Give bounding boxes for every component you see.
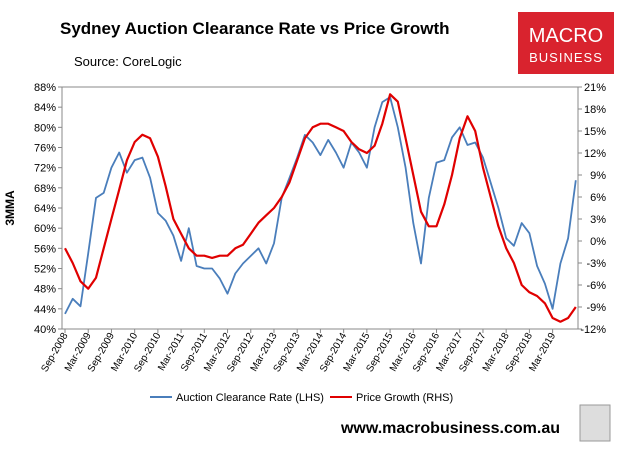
y-tick-label: 68% <box>34 183 56 195</box>
y2-tick-label: 21% <box>584 82 606 94</box>
legend-label: Auction Clearance Rate (LHS) <box>176 392 324 404</box>
y2-tick-label: 0% <box>590 236 606 248</box>
y2-tick-label: 15% <box>584 126 606 138</box>
footer: www.macrobusiness.com.au <box>340 420 560 437</box>
logo-box <box>518 12 614 74</box>
y-tick-label: 88% <box>34 82 56 94</box>
chart-title: Sydney Auction Clearance Rate vs Price G… <box>60 19 450 38</box>
y2-tick-label: 6% <box>590 192 606 204</box>
series-line <box>64 96 577 315</box>
logo-text: BUSINESS <box>529 50 603 65</box>
y-tick-label: 76% <box>34 143 56 155</box>
y-tick-label: 80% <box>34 122 56 134</box>
series-line <box>64 93 577 323</box>
y-tick-label: 72% <box>34 163 56 175</box>
y2-tick-label: 12% <box>584 148 606 160</box>
y2-tick-label: -9% <box>586 302 606 314</box>
y-tick-label: 84% <box>34 102 56 114</box>
y-axis-label: 3MMA <box>3 190 17 226</box>
y-tick-label: 44% <box>34 304 56 316</box>
wolf-icon <box>579 404 611 442</box>
y2-tick-label: 9% <box>590 170 606 182</box>
y-tick-label: 48% <box>34 284 56 296</box>
y-tick-label: 52% <box>34 264 56 276</box>
y-tick-label: 40% <box>34 324 56 336</box>
y-tick-label: 64% <box>34 203 56 215</box>
logo-text: MACRO <box>529 25 603 47</box>
y2-tick-label: -6% <box>586 280 606 292</box>
legend-label: Price Growth (RHS) <box>356 392 453 404</box>
y-tick-label: 56% <box>34 243 56 255</box>
y2-tick-label: 3% <box>590 214 606 226</box>
y2-tick-label: -3% <box>586 258 606 270</box>
y-tick-label: 60% <box>34 223 56 235</box>
chart-subtitle: Source: CoreLogic <box>74 54 182 69</box>
y2-tick-label: -12% <box>580 324 606 336</box>
y2-tick-label: 18% <box>584 104 606 116</box>
